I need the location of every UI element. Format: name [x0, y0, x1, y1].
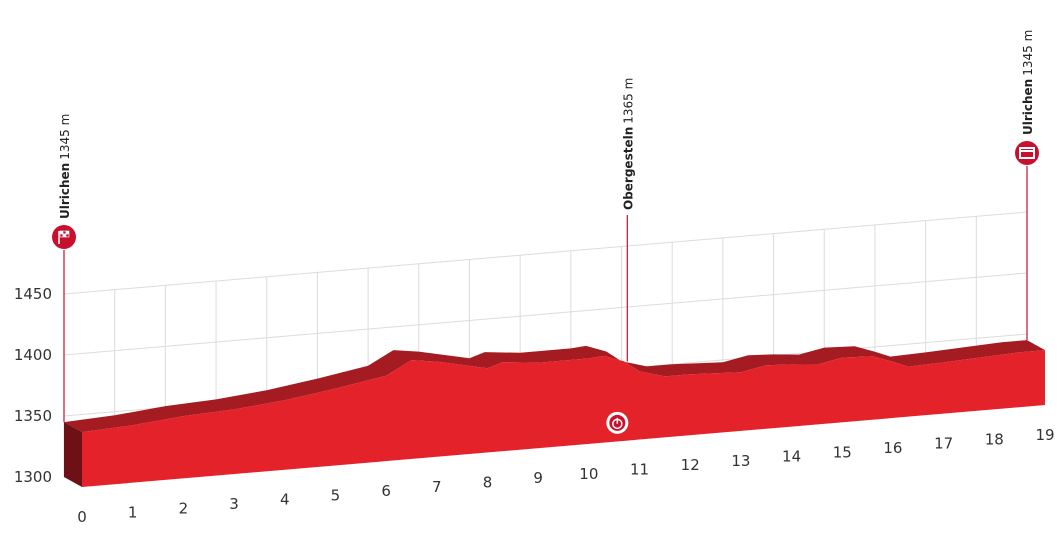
- x-tick-label: 3: [229, 495, 239, 513]
- marker-label: Ulrichen 1345 m: [1021, 30, 1035, 135]
- marker-elevation: 1345 m: [1021, 30, 1035, 76]
- flag-cell: [59, 233, 64, 238]
- x-tick-label: 17: [934, 435, 953, 453]
- marker-elevation: 1365 m: [621, 78, 635, 124]
- marker-label: Obergesteln 1365 m: [621, 78, 635, 210]
- marker-name: Ulrichen: [1021, 79, 1035, 135]
- x-tick-label: 11: [630, 461, 649, 479]
- flag-cell: [62, 230, 67, 235]
- y-tick-label: 1450: [14, 285, 52, 303]
- flag-cell: [59, 230, 64, 235]
- flag-cell: [65, 233, 70, 238]
- x-tick-label: 5: [331, 486, 341, 504]
- y-tick-label: 1350: [14, 407, 52, 425]
- flag-cell: [62, 233, 67, 238]
- x-tick-label: 18: [985, 430, 1004, 448]
- x-tick-label: 1: [128, 504, 138, 522]
- x-tick-label: 16: [883, 439, 902, 457]
- x-tick-label: 19: [1035, 426, 1054, 444]
- profile-top: [64, 340, 1045, 433]
- x-tick-label: 6: [381, 482, 391, 500]
- marker-label: Ulrichen 1345 m: [58, 114, 72, 219]
- x-tick-label: 12: [681, 456, 700, 474]
- profile-front: [82, 350, 1045, 487]
- flag-cell: [65, 230, 70, 235]
- x-tick-label: 8: [483, 473, 493, 491]
- y-tick-label: 1300: [14, 468, 52, 486]
- marker-name: Ulrichen: [58, 163, 72, 219]
- x-tick-label: 4: [280, 491, 290, 509]
- marker-icon: [1015, 141, 1039, 165]
- marker-elevation: 1345 m: [58, 114, 72, 160]
- x-tick-label: 13: [731, 452, 750, 470]
- grid-line: [63, 211, 1028, 295]
- x-tick-label: 14: [782, 448, 801, 466]
- x-tick-label: 10: [579, 465, 598, 483]
- marker-name: Obergesteln: [621, 127, 635, 210]
- y-tick-label: 1400: [14, 346, 52, 364]
- x-tick-label: 0: [77, 508, 87, 526]
- x-tick-label: 9: [533, 469, 543, 487]
- x-tick-label: 7: [432, 478, 442, 496]
- grid-line: [63, 272, 1028, 356]
- finish-arch: [1019, 147, 1035, 159]
- profile-side: [64, 422, 82, 487]
- x-tick-label: 15: [833, 443, 852, 461]
- x-tick-label: 2: [179, 499, 189, 517]
